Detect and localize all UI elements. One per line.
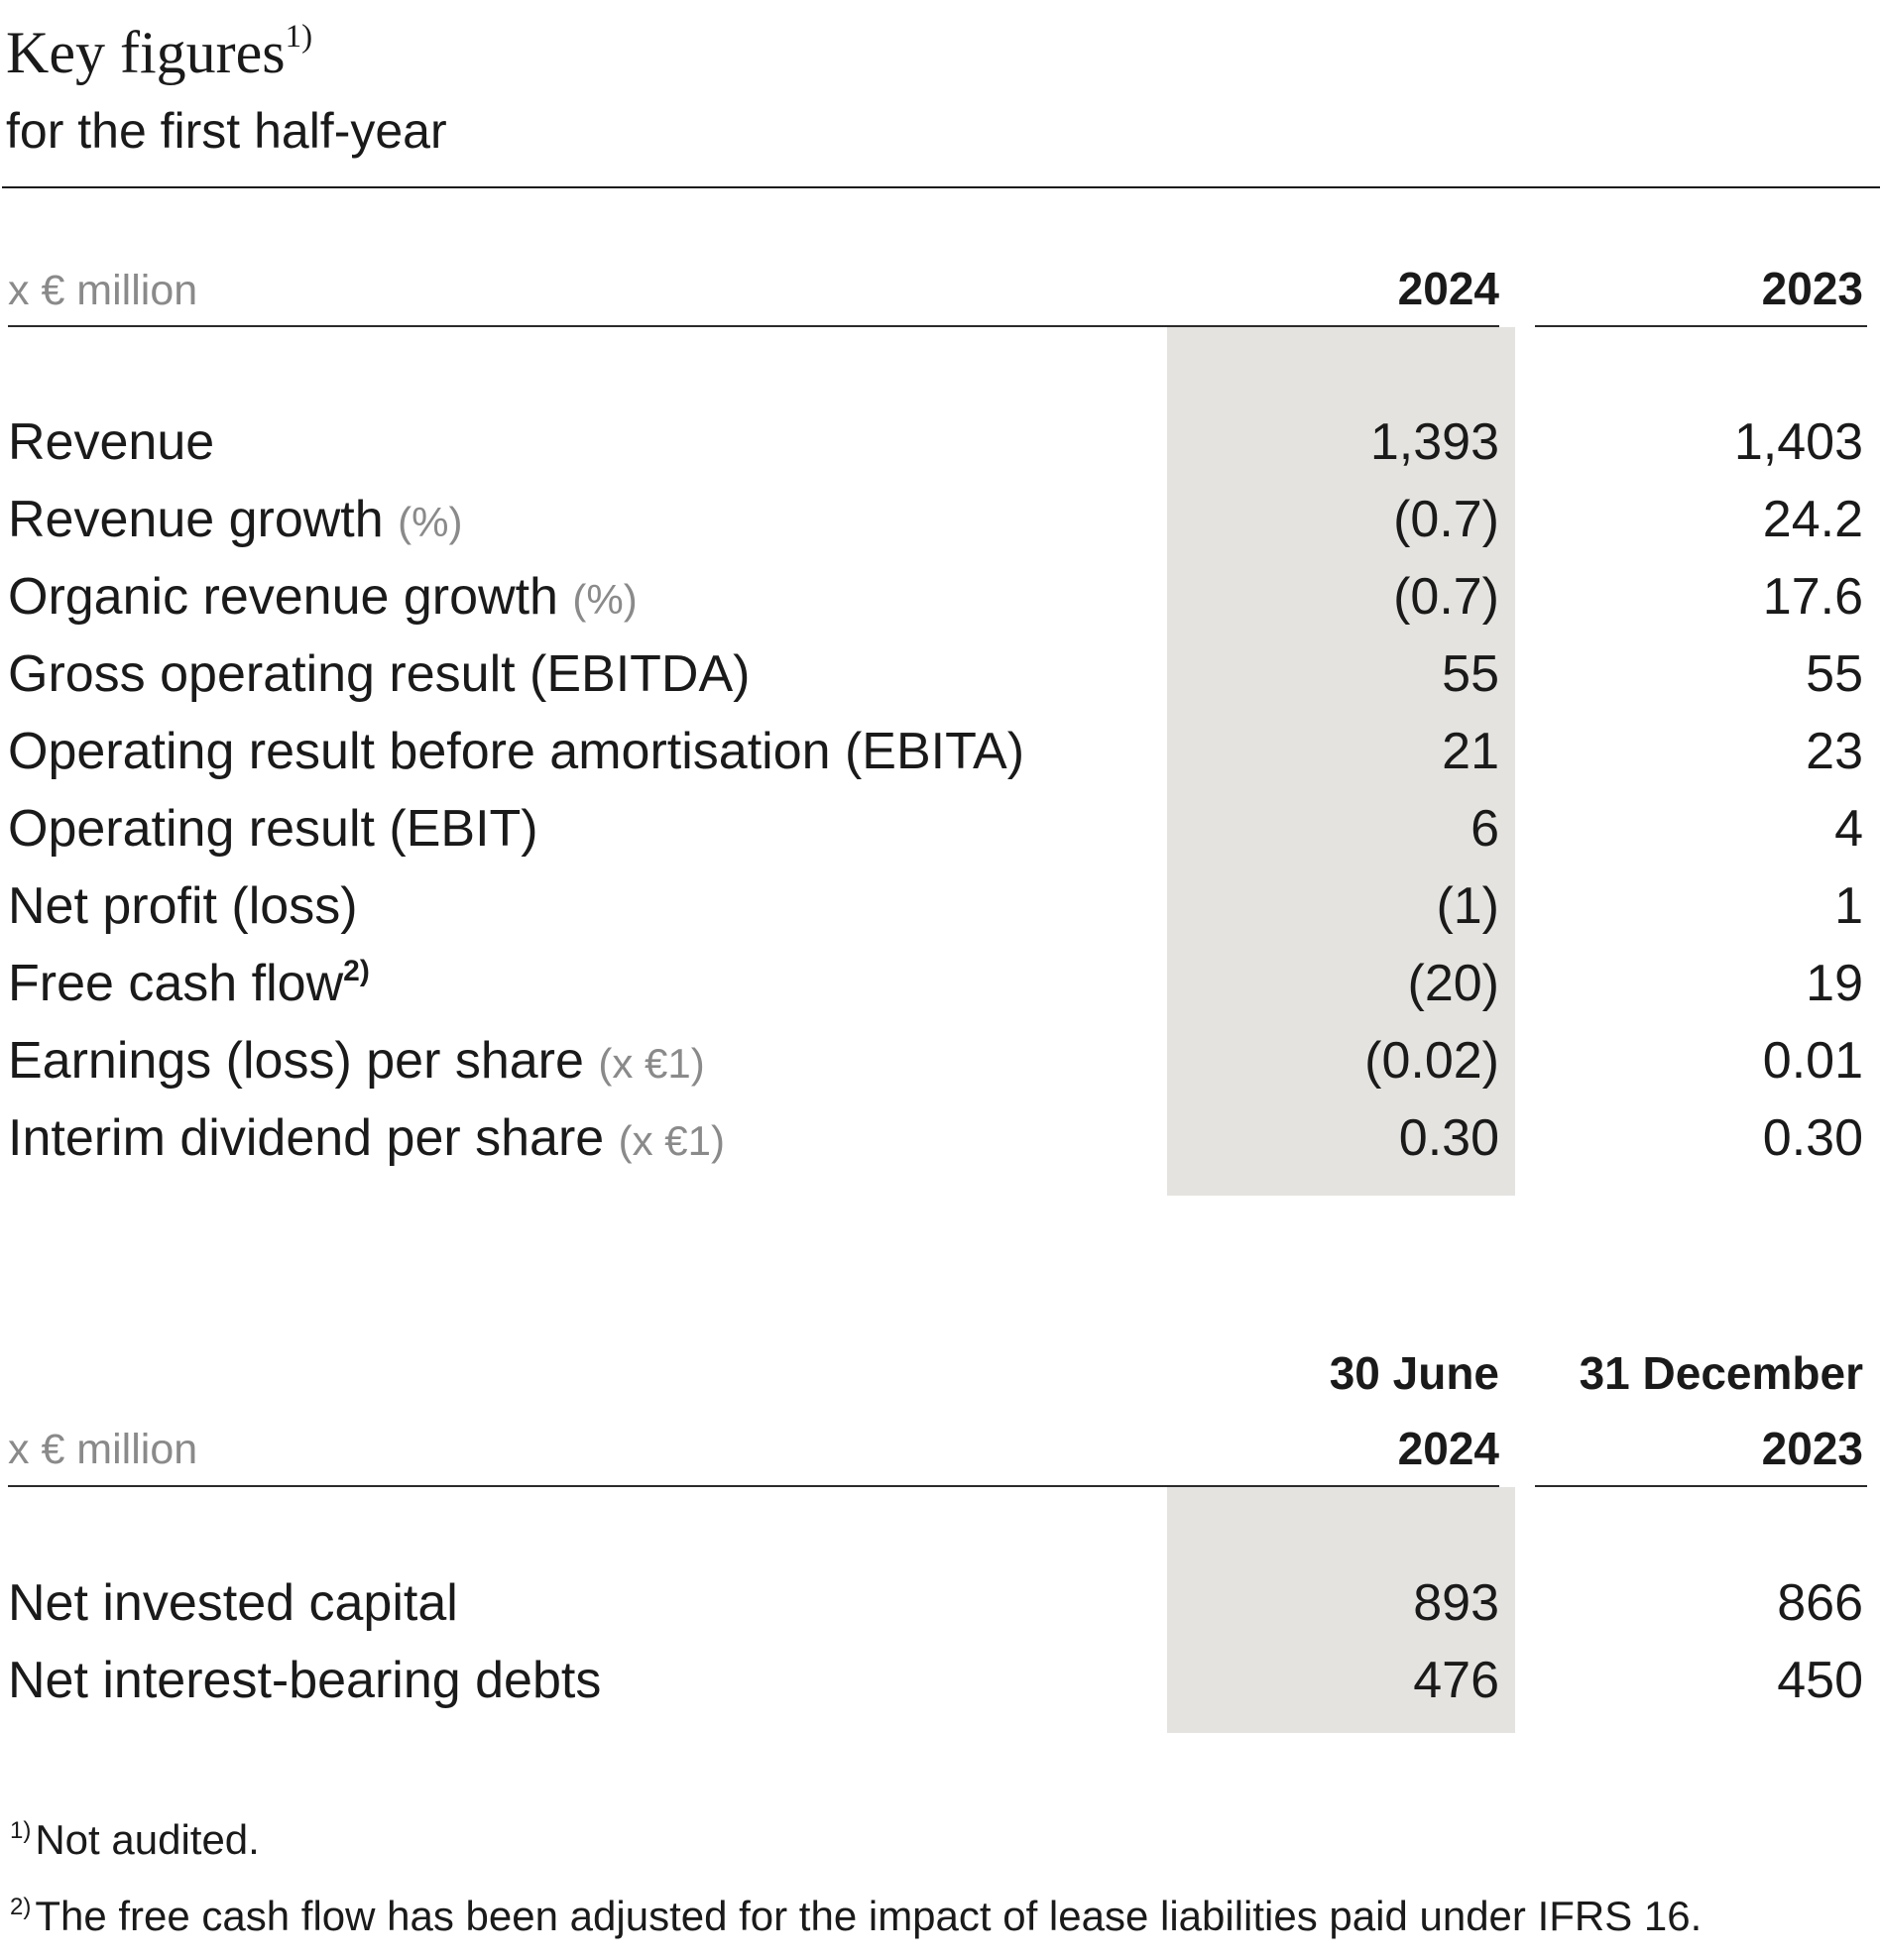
row-label-note: (%) bbox=[572, 576, 638, 623]
footnote-mark: 1) bbox=[10, 1817, 32, 1844]
row-label: Operating result before amortisation (EB… bbox=[8, 713, 1024, 790]
page-title: Key figures1) bbox=[6, 18, 312, 87]
row-label: Operating result (EBIT) bbox=[8, 790, 538, 867]
footnote: 2)The free cash flow has been adjusted f… bbox=[10, 1892, 1702, 1941]
row-label-text: Revenue bbox=[8, 413, 215, 471]
page-title-text: Key figures bbox=[6, 20, 286, 85]
row-label-text: Interim dividend per share bbox=[8, 1109, 605, 1167]
row-label-text: Earnings (loss) per share bbox=[8, 1032, 584, 1090]
row-value-june-2024: 476 bbox=[1413, 1652, 1499, 1709]
table2-col1-header-line1: 30 June bbox=[1329, 1347, 1499, 1399]
row-value-2023: 1,403 bbox=[1733, 413, 1863, 471]
table2-header-rule-col1 bbox=[1167, 1485, 1499, 1487]
table-row: Earnings (loss) per share (x €1) (0.02) … bbox=[0, 1022, 1881, 1099]
page-subtitle: for the first half-year bbox=[6, 103, 447, 159]
table1-header-rule-col2 bbox=[1535, 325, 1867, 327]
row-value-december-2023: 450 bbox=[1777, 1652, 1863, 1709]
row-label: Earnings (loss) per share (x €1) bbox=[8, 1022, 705, 1102]
table1-col-header-2023: 2023 bbox=[1761, 263, 1863, 314]
row-label: Net profit (loss) bbox=[8, 867, 358, 945]
table-row: Interim dividend per share (x €1) 0.30 0… bbox=[0, 1099, 1881, 1177]
row-value-2023: 0.01 bbox=[1762, 1032, 1863, 1090]
row-value-2024: 6 bbox=[1470, 800, 1499, 858]
footnote-mark: 2) bbox=[10, 1894, 32, 1920]
row-value-2023: 0.30 bbox=[1762, 1109, 1863, 1167]
row-label: Free cash flow2) bbox=[8, 945, 370, 1022]
table-row: Operating result before amortisation (EB… bbox=[0, 713, 1881, 790]
row-value-june-2024: 893 bbox=[1413, 1574, 1499, 1632]
table-row: Gross operating result (EBITDA) 55 55 bbox=[0, 635, 1881, 713]
row-value-2024: (0.7) bbox=[1393, 568, 1499, 626]
row-label-text: Net profit (loss) bbox=[8, 877, 358, 935]
row-label: Net invested capital bbox=[8, 1574, 458, 1632]
table2-header-rule-label bbox=[8, 1485, 1167, 1487]
row-label-text: Operating result before amortisation (EB… bbox=[8, 723, 1025, 780]
table2-highlight-column bbox=[1167, 1487, 1515, 1733]
row-value-2023: 4 bbox=[1834, 800, 1863, 858]
table-row: Net profit (loss) (1) 1 bbox=[0, 867, 1881, 945]
table2-unit-label: x € million bbox=[8, 1426, 198, 1473]
row-label-text: Free cash flow bbox=[8, 955, 344, 1012]
row-label: Interim dividend per share (x €1) bbox=[8, 1099, 725, 1180]
row-value-2023: 55 bbox=[1806, 645, 1863, 703]
table1-header-rule-label bbox=[8, 325, 1167, 327]
row-label-text: Organic revenue growth bbox=[8, 568, 558, 626]
row-label-note: (%) bbox=[398, 499, 463, 545]
table-row: Net invested capital 893 866 bbox=[0, 1564, 1881, 1642]
table1-header-rule-col1 bbox=[1167, 325, 1499, 327]
row-label-text: Operating result (EBIT) bbox=[8, 800, 538, 858]
row-label: Net interest-bearing debts bbox=[8, 1652, 602, 1709]
row-label-text: Revenue growth bbox=[8, 491, 384, 548]
row-value-2023: 23 bbox=[1806, 723, 1863, 780]
row-label: Revenue growth (%) bbox=[8, 481, 462, 561]
row-value-2023: 17.6 bbox=[1762, 568, 1863, 626]
table-row: Operating result (EBIT) 6 4 bbox=[0, 790, 1881, 867]
row-label-note: (x €1) bbox=[618, 1117, 726, 1164]
row-value-2024: 0.30 bbox=[1398, 1109, 1499, 1167]
row-label: Organic revenue growth (%) bbox=[8, 558, 638, 638]
row-label-note: (x €1) bbox=[598, 1040, 705, 1087]
row-footnote-mark: 2) bbox=[343, 955, 370, 987]
row-value-2024: 55 bbox=[1442, 645, 1499, 703]
table-row: Revenue growth (%) (0.7) 24.2 bbox=[0, 481, 1881, 558]
row-value-2023: 24.2 bbox=[1762, 491, 1863, 548]
header-divider bbox=[2, 186, 1880, 188]
table1-highlight-column bbox=[1167, 327, 1515, 1196]
table2-header-rule-col2 bbox=[1535, 1485, 1867, 1487]
row-value-december-2023: 866 bbox=[1777, 1574, 1863, 1632]
table2-col2-header-line1: 31 December bbox=[1579, 1347, 1863, 1399]
table1-col-header-2024: 2024 bbox=[1397, 263, 1499, 314]
table1-unit-label: x € million bbox=[8, 267, 198, 314]
title-footnote-mark: 1) bbox=[285, 19, 313, 55]
footnote-text: The free cash flow has been adjusted for… bbox=[35, 1893, 1703, 1939]
footnote-text: Not audited. bbox=[35, 1816, 260, 1863]
row-value-2024: (0.02) bbox=[1364, 1032, 1499, 1090]
row-value-2024: 21 bbox=[1442, 723, 1499, 780]
row-label: Gross operating result (EBITDA) bbox=[8, 635, 750, 713]
table2-col2-header-line2: 2023 bbox=[1761, 1423, 1863, 1474]
table2-col1-header-line2: 2024 bbox=[1397, 1423, 1499, 1474]
row-label: Revenue bbox=[8, 404, 214, 481]
table-row: Net interest-bearing debts 476 450 bbox=[0, 1642, 1881, 1719]
row-value-2024: (20) bbox=[1407, 955, 1499, 1012]
table-row: Revenue 1,393 1,403 bbox=[0, 404, 1881, 481]
row-value-2024: (0.7) bbox=[1393, 491, 1499, 548]
table-row: Free cash flow2) (20) 19 bbox=[0, 945, 1881, 1022]
row-value-2024: 1,393 bbox=[1369, 413, 1499, 471]
row-value-2023: 19 bbox=[1806, 955, 1863, 1012]
row-label-text: Gross operating result (EBITDA) bbox=[8, 645, 751, 703]
row-value-2024: (1) bbox=[1436, 877, 1499, 935]
footnote: 1)Not audited. bbox=[10, 1815, 260, 1865]
table-row: Organic revenue growth (%) (0.7) 17.6 bbox=[0, 558, 1881, 635]
row-value-2023: 1 bbox=[1834, 877, 1863, 935]
